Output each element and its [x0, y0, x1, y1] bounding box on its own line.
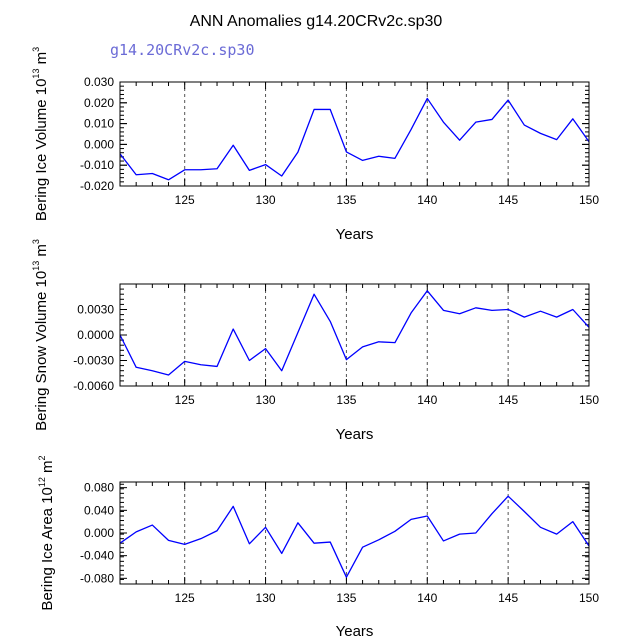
- ice-volume-plot-frame: [119, 81, 590, 187]
- ice-area-x-tick-label: 150: [579, 591, 599, 605]
- ice-area-x-tick-label: 125: [175, 591, 195, 605]
- ice-volume-x-tick-label: 140: [417, 193, 437, 207]
- snow-volume-x-tick-label: 125: [175, 393, 195, 407]
- ice-area-x-axis-label: Years: [336, 623, 374, 638]
- ice-volume-y-tick-label: 0.010: [84, 117, 114, 131]
- snow-volume-plot-frame: [119, 283, 590, 387]
- ice-area-x-tick-label: 130: [256, 591, 276, 605]
- snow-volume-y-tick-label: -0.0030: [73, 354, 114, 368]
- snow-volume-panel: 125 130 135 140 145 150 -0.0060 -0.0030 0.0000 0.…: [31, 239, 599, 443]
- case-label: g14.20CRv2c.sp30: [110, 41, 255, 59]
- snow-volume-x-tick-label: 130: [256, 393, 276, 407]
- ice-volume-panel: 125 130 135 140 145 150 -0.020 -0.010 0.000 0.010…: [31, 47, 599, 243]
- ice-area-panel: 125 130 135 140 145 150 -0.080 -0.040 0.000 0.040…: [37, 455, 599, 638]
- ice-area-x-tick-label: 135: [336, 591, 356, 605]
- snow-volume-x-tick-label: 135: [336, 393, 356, 407]
- ice-volume-x-tick-label: 130: [256, 193, 276, 207]
- ice-volume-y-axis-label: Bering Ice Volume 1013 m3: [31, 47, 50, 221]
- ice-volume-y-tick-label: -0.020: [80, 179, 114, 193]
- ice-volume-y-tick-label: 0.030: [84, 75, 114, 89]
- ice-volume-y-tick-label: -0.010: [80, 158, 114, 172]
- snow-volume-y-tick-label: -0.0060: [73, 379, 114, 393]
- ice-area-y-tick-label: 0.040: [84, 503, 114, 517]
- snow-volume-series-line: [119, 290, 590, 376]
- ice-volume-series-line: [119, 97, 590, 181]
- ice-area-plot-frame: [119, 481, 590, 585]
- ice-area-x-tick-label: 140: [417, 591, 437, 605]
- ice-volume-x-tick-label: 150: [579, 193, 599, 207]
- ice-area-y-tick-label: 0.000: [84, 526, 114, 540]
- ice-volume-x-axis-label: Years: [336, 226, 374, 243]
- snow-volume-y-axis-label: Bering Snow Volume 1013 m3: [31, 239, 50, 431]
- ice-volume-x-tick-label: 145: [498, 193, 518, 207]
- ice-area-y-tick-label: 0.080: [84, 481, 114, 495]
- ice-volume-x-tick-label: 125: [175, 193, 195, 207]
- ice-volume-y-tick-label: 0.020: [84, 96, 114, 110]
- snow-volume-x-tick-label: 140: [417, 393, 437, 407]
- ice-area-y-axis-label: Bering Ice Area 1012 m2: [37, 455, 56, 610]
- figure-title: ANN Anomalies g14.20CRv2c.sp30: [190, 13, 443, 30]
- snow-volume-y-tick-label: 0.0030: [77, 303, 114, 317]
- snow-volume-x-tick-label: 145: [498, 393, 518, 407]
- snow-volume-x-tick-label: 150: [579, 393, 599, 407]
- ice-area-x-tick-label: 145: [498, 591, 518, 605]
- ice-area-y-tick-label: -0.040: [80, 549, 114, 563]
- ice-volume-x-tick-label: 135: [336, 193, 356, 207]
- ice-volume-y-tick-label: 0.000: [84, 137, 114, 151]
- ice-area-y-tick-label: -0.080: [80, 571, 114, 585]
- snow-volume-x-axis-label: Years: [336, 426, 374, 443]
- snow-volume-y-tick-label: 0.0000: [77, 328, 114, 342]
- ice-area-series-line: [119, 495, 590, 578]
